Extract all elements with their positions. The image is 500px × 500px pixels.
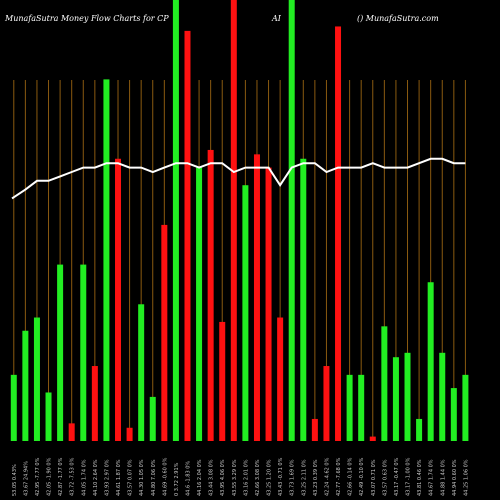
x-tick-label: 43.16 2.01 0% (243, 459, 249, 496)
site-credit: () MunafaSutra.com (357, 14, 439, 23)
bar-inflow (427, 282, 434, 441)
x-tick-label: 44.94 0.60 0% (452, 459, 458, 496)
x-axis-labels: 53.05 0.43% 43.67 24.94% 42.95 -7.77 0% 42.… (12, 457, 470, 496)
bar-inflow (462, 374, 469, 441)
bar-inflow (346, 374, 353, 441)
bar-inflow (22, 330, 29, 441)
x-tick-label: 42.24 -4.62 0% (324, 457, 330, 496)
bar-inflow (33, 317, 40, 441)
bar-inflow (149, 396, 156, 441)
x-tick-label: 43.43 -0.71 0% (278, 457, 284, 496)
x-tick-label: 43.44 3.08 0% (209, 459, 215, 496)
x-tick-label: 42.05 -1.90 0% (47, 457, 53, 496)
bar-inflow (300, 158, 307, 441)
bar-outflow (68, 423, 75, 441)
x-tick-label: 42.66 3.08 0% (255, 459, 261, 496)
x-tick-label: 44.69 -0.60 0% (162, 457, 168, 496)
x-tick-label: 42.77 -7.68 0% (336, 457, 342, 496)
x-tick-label: 44.25 1.06 0% (463, 459, 469, 496)
x-tick-label: 44.16 2.04 0% (197, 459, 203, 496)
bar-outflow (219, 321, 226, 441)
x-tick-label: 44.88 1.44 0% (440, 459, 446, 496)
bar-inflow (10, 374, 17, 441)
bar-inflow (404, 352, 411, 441)
x-tick-label: 44.67 1.74 0% (429, 459, 435, 496)
bar-inflow (138, 304, 145, 441)
x-tick-label: 42.87 -1.77 0% (58, 457, 64, 496)
x-tick-label: 44.6 -1.83 0% (185, 461, 191, 496)
x-tick-label: 42.95 -7.77 0% (35, 457, 41, 496)
bar-inflow (196, 167, 203, 441)
x-tick-label: 53.05 0.43% (12, 464, 18, 496)
x-tick-label: 0 3.72 2.91% (174, 462, 180, 496)
bar-inflow (416, 418, 423, 441)
x-tick-label: 43.72 -7.53 0% (70, 457, 76, 496)
bars (10, 0, 469, 442)
x-tick-label: 44.30 1.05 0% (139, 459, 145, 496)
bar-outflow (277, 317, 284, 441)
bar-outflow (369, 436, 376, 441)
bar-outflow (311, 418, 318, 441)
bar-outflow (115, 158, 122, 441)
bar-inflow (80, 264, 87, 441)
bar-inflow (45, 392, 52, 441)
x-tick-label: 43.93 2.97 0% (104, 459, 110, 496)
bar-outflow (161, 224, 168, 441)
x-tick-label: 43.73 1.69 0% (290, 459, 296, 496)
bar-inflow (288, 0, 295, 441)
x-tick-label: 44.80 7.06 0% (151, 459, 157, 496)
bar-outflow (207, 149, 214, 441)
bar-inflow (103, 79, 110, 441)
x-tick-label: 43.25 1.20 0% (267, 459, 273, 496)
x-tick-label: 43.07 0.71 0% (371, 459, 377, 496)
bar-outflow (323, 366, 330, 441)
bar-outflow (230, 0, 237, 441)
x-tick-label: 43.17 -1.00 0% (406, 457, 412, 496)
x-tick-label: 44.61 1.87 0% (116, 459, 122, 496)
x-tick-label: 43.67 24.94% (23, 461, 29, 496)
bar-outflow (265, 167, 272, 441)
bar-inflow (358, 374, 365, 441)
bar-outflow (126, 427, 133, 441)
x-tick-label: 43.81 0.46 0% (417, 459, 423, 496)
x-tick-label: 44.10 2.64 0% (93, 459, 99, 496)
bar-outflow (91, 366, 98, 441)
x-tick-label: 44.05 1.74 0% (81, 459, 87, 496)
x-tick-label: 43.55 3.29 0% (232, 459, 238, 496)
bar-inflow (381, 326, 388, 441)
bar-inflow (57, 264, 64, 441)
x-tick-label: 43.17 -0.47 0% (394, 457, 400, 496)
chart-title-symbol: AI (272, 14, 281, 23)
bar-outflow (335, 26, 342, 442)
bar-inflow (392, 357, 399, 441)
bar-inflow (242, 185, 249, 441)
bar-outflow (253, 154, 260, 441)
x-tick-label: 43.23 0.39 0% (313, 459, 319, 496)
money-flow-line (11, 157, 466, 200)
x-tick-label: 43.95 4.06 0% (220, 459, 226, 496)
x-tick-label: 43.57 0.07 0% (128, 459, 134, 496)
bar-outflow (184, 30, 191, 442)
x-tick-label: 43.57 0.63 0% (382, 459, 388, 496)
x-tick-label: 42.66 -0.14 0% (348, 457, 354, 496)
bar-inflow (439, 352, 446, 441)
x-tick-label: 42.49 -0.10 0% (359, 457, 365, 496)
bar-inflow (450, 388, 457, 441)
chart-title: MunafaSutra Money Flow Charts for CP (5, 14, 169, 23)
bar-inflow (172, 0, 179, 441)
x-tick-label: 43.25 2.11 0% (301, 459, 307, 496)
